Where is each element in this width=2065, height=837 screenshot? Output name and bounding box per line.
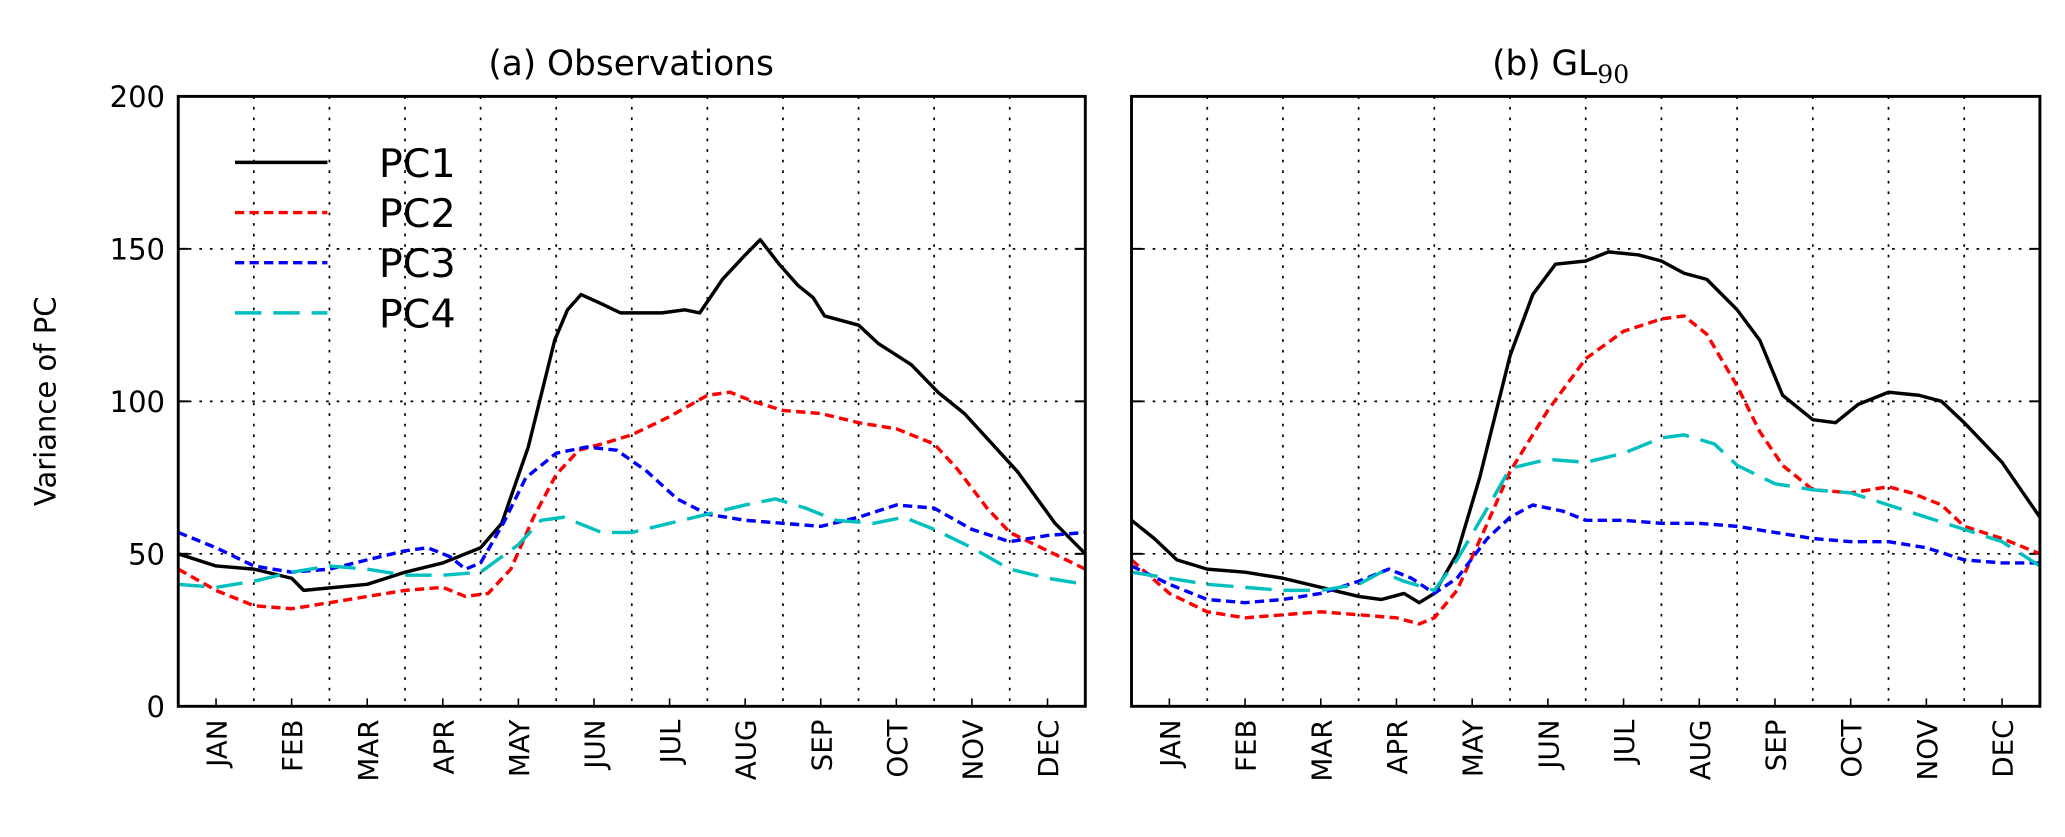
x-tick-label: JUN: [1532, 720, 1565, 771]
x-tick-label: SEP: [1760, 720, 1793, 772]
series-line-pc2: [1130, 314, 2041, 626]
legend-label: PC2: [379, 191, 456, 237]
series-line-pc3: [177, 445, 1086, 574]
y-tick-label: 50: [128, 537, 165, 571]
y-axis-label: Variance of PC: [28, 297, 62, 507]
x-tick-label: DEC: [1032, 720, 1065, 778]
panel-a: 0 50 100 150 200 JAN FEB MAR APR MAY JUN JUL AUG SEP O…: [110, 80, 1087, 782]
x-tick-label: OCT: [881, 718, 914, 777]
series-line-pc1: [1130, 250, 2042, 605]
x-tick-label: AUG: [1684, 720, 1717, 781]
x-tick-label: MAY: [503, 719, 536, 777]
x-tick-label: JUN: [579, 720, 612, 771]
x-tick-label: FEB: [276, 720, 309, 772]
x-tick-label: NOV: [956, 719, 989, 780]
panel-a-title: (a) Observations: [488, 44, 774, 84]
series-line-pc4: [1131, 433, 2041, 593]
panel-b-title: (b) GL90: [1492, 44, 1629, 89]
x-tick-label: FEB: [1230, 720, 1263, 772]
axes-frame: [1130, 94, 2042, 708]
x-tick-label: SEP: [805, 720, 838, 772]
x-tick-label: MAR: [352, 720, 385, 782]
x-tick-label: AUG: [730, 720, 763, 781]
y-tick-label: 200: [110, 80, 165, 114]
legend-label: PC4: [379, 291, 456, 337]
series-line-pc1: [177, 238, 1087, 593]
legend-label: PC3: [379, 241, 456, 287]
series-line-pc2: [177, 390, 1087, 611]
x-tick-label: JUL: [654, 719, 687, 765]
x-tick-label: MAR: [1305, 720, 1338, 782]
y-tick-label: 150: [110, 232, 165, 266]
series-line-pc4: [178, 497, 1086, 590]
x-tick-label: MAY: [1457, 719, 1490, 777]
x-tick-label: APR: [1381, 720, 1414, 775]
y-tick-label: 100: [110, 385, 165, 419]
x-tick-label: JUL: [1608, 719, 1641, 765]
x-tick-label: DEC: [1987, 720, 2020, 778]
panel-b-title-subscript: 90: [1597, 60, 1629, 89]
panel-b: JAN FEB MAR APR MAY JUN JUL AUG SEP OCT NOV DEC: [1130, 94, 2042, 782]
x-tick-label: NOV: [1911, 719, 1944, 780]
y-tick-label: 0: [147, 690, 165, 724]
legend-label: PC1: [379, 141, 456, 187]
axes-frame: [176, 94, 1087, 708]
x-tick-label: JAN: [1154, 720, 1187, 769]
panel-b-title-main: (b) GL: [1492, 44, 1597, 84]
x-tick-label: JAN: [201, 720, 234, 769]
x-tick-label: APR: [427, 720, 460, 775]
series-line-pc3: [1130, 503, 2040, 605]
x-tick-label: OCT: [1835, 718, 1868, 777]
